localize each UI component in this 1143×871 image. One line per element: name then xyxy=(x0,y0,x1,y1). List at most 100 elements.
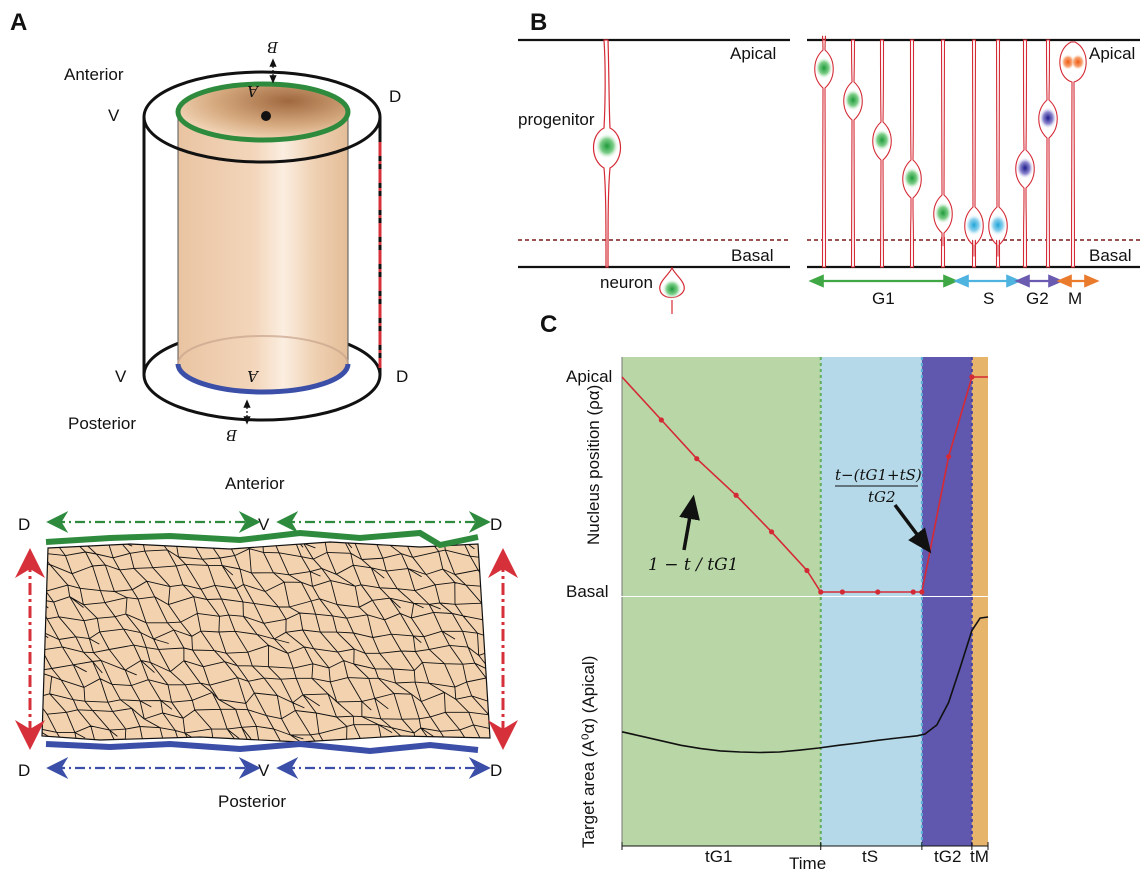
phase-band-tS xyxy=(820,357,922,596)
data-point-6 xyxy=(818,589,824,595)
phase-axis xyxy=(621,842,989,850)
series-line-0 xyxy=(621,376,988,593)
label-s: S xyxy=(983,289,994,308)
panel-b-left xyxy=(518,38,790,314)
data-point-3 xyxy=(733,492,739,498)
label-b-top: B xyxy=(267,38,279,56)
annotation-g1: 1 − t / tG1 xyxy=(648,555,738,575)
annotation-g2-den: tG2 xyxy=(868,488,896,506)
panel-b-right xyxy=(807,35,1140,269)
phase-band-tG1 xyxy=(622,357,821,596)
progenitor-cell-4 xyxy=(902,39,922,268)
label-posterior-cylinder: Posterior xyxy=(68,414,136,433)
label-v-bottom: V xyxy=(115,367,127,386)
label-basal-right: Basal xyxy=(1089,246,1132,265)
nucleus-8 xyxy=(1016,157,1034,179)
phase-band-tM xyxy=(971,597,988,846)
annotation-g2-arrow xyxy=(893,503,932,554)
annotation-g2-num: t−(tG1+tS) xyxy=(835,466,922,484)
panel-letter-c: C xyxy=(540,311,557,338)
data-point-12 xyxy=(969,374,975,380)
label-neuron: neuron xyxy=(600,273,653,292)
phase-band-tS xyxy=(820,597,922,846)
nucleus-5 xyxy=(934,202,952,224)
nucleus-1 xyxy=(815,57,833,79)
progenitor-cell-6 xyxy=(964,39,984,268)
data-point-10 xyxy=(919,589,925,595)
progenitor-cell-5 xyxy=(933,39,953,268)
ylabel-bottom: Target area (A⁰α) (Apical) xyxy=(579,656,598,848)
data-point-9 xyxy=(910,589,916,595)
label-b-bottom: B xyxy=(226,426,238,444)
center-dot xyxy=(261,111,271,121)
mitotic-cell xyxy=(1059,41,1087,268)
progenitor-cell-1 xyxy=(814,35,834,268)
cylinder-diagram xyxy=(142,58,382,425)
panel-letter-a: A xyxy=(10,9,27,36)
data-point-2 xyxy=(694,456,700,462)
nucleus-9 xyxy=(1039,107,1057,129)
label-d-tl: D xyxy=(18,515,30,534)
basal-edge-sheet xyxy=(45,740,479,755)
label-g2: G2 xyxy=(1026,289,1049,308)
mitotic-nucleus-right xyxy=(1071,54,1085,70)
label-d-top: D xyxy=(389,87,401,106)
label-a-bottom: A xyxy=(247,367,260,385)
nucleus-6 xyxy=(965,214,983,236)
progenitor-cell-9 xyxy=(1038,39,1058,268)
progenitor-cell-7 xyxy=(988,39,1008,268)
label-m: M xyxy=(1068,289,1082,308)
phase-band-tG2 xyxy=(921,357,972,596)
phase-band-tG2 xyxy=(921,597,972,846)
target-area-chart xyxy=(621,597,989,846)
tick-basal: Basal xyxy=(566,582,609,601)
series-line-0 xyxy=(621,616,989,754)
basal-ring-bottom xyxy=(175,363,351,395)
tick-tg2: tG2 xyxy=(934,847,961,866)
data-point-5 xyxy=(804,567,810,574)
progenitor-cell-3 xyxy=(872,39,892,268)
data-point-8 xyxy=(875,589,881,595)
label-v-bottom-sheet: V xyxy=(258,761,270,780)
nucleus-position-chart xyxy=(621,357,988,596)
cell-edges xyxy=(42,542,490,742)
data-point-7 xyxy=(839,589,845,595)
label-posterior-sheet: Posterior xyxy=(218,792,286,811)
tissue-sheet xyxy=(41,541,491,743)
tick-apical: Apical xyxy=(566,367,612,386)
label-v-top: V xyxy=(108,106,120,125)
ylabel-top: Nucleus position (ρα) xyxy=(584,385,603,545)
data-point-1 xyxy=(658,417,664,423)
label-d-br: D xyxy=(490,761,502,780)
tick-tg1: tG1 xyxy=(705,847,732,866)
data-point-11 xyxy=(946,453,952,460)
label-g1: G1 xyxy=(872,289,895,308)
phase-band-tG1 xyxy=(622,597,821,846)
progenitor-cell-8 xyxy=(1015,39,1035,268)
phase-band-tM xyxy=(971,357,988,596)
cell-mesh xyxy=(42,542,490,742)
label-a-top: A xyxy=(247,82,260,100)
label-apical-left: Apical xyxy=(730,44,776,63)
label-v-top-sheet: V xyxy=(258,515,270,534)
apical-ring-top xyxy=(175,81,351,143)
label-anterior-cylinder: Anterior xyxy=(64,65,124,84)
label-apical-right: Apical xyxy=(1089,44,1135,63)
label-d-bl: D xyxy=(18,761,30,780)
panel-letter-b: B xyxy=(530,9,547,36)
xlabel-time: Time xyxy=(789,854,826,871)
label-anterior-sheet: Anterior xyxy=(225,474,285,493)
nucleus-4 xyxy=(903,167,921,189)
label-d-tr: D xyxy=(490,515,502,534)
label-d-bottom: D xyxy=(396,367,408,386)
progenitor-cell-2 xyxy=(843,39,863,268)
tick-ts: tS xyxy=(862,847,878,866)
label-basal-left: Basal xyxy=(731,246,774,265)
apical-edge-sheet xyxy=(45,529,479,549)
annotation-g1-arrow xyxy=(679,494,700,551)
cell-cycle-cells xyxy=(814,35,1087,268)
data-point-4 xyxy=(768,529,775,535)
nucleus-7 xyxy=(989,214,1007,236)
nucleus-2 xyxy=(844,89,862,111)
